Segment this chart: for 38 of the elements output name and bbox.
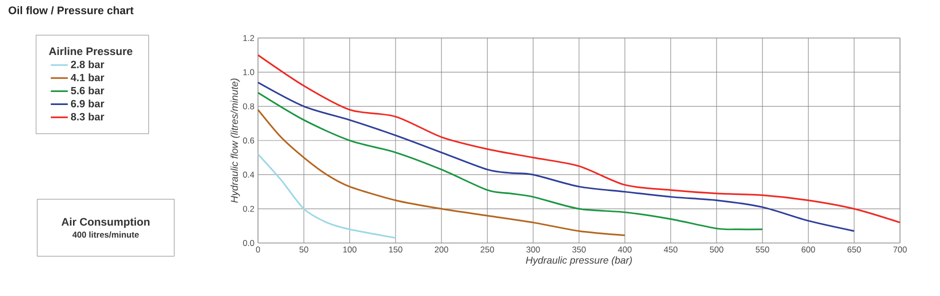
x-tick-label: 200 (434, 246, 448, 253)
text: Air Consumption (62, 218, 150, 228)
x-tick-label: 100 (343, 246, 356, 253)
x-tick-label: 500 (710, 246, 724, 253)
x-axis-title: Hydraulic pressure (bar) (526, 256, 632, 266)
y-tick-label: 1.2 (243, 35, 254, 41)
y-tick-label: 0.2 (243, 206, 254, 212)
x-tick-label: 350 (572, 246, 586, 253)
line-series (257, 153, 396, 239)
legend-label: 2.8 bar (70, 60, 104, 68)
x-tick-label: 150 (389, 246, 402, 253)
y-tick-label: 0.4 (243, 172, 254, 178)
text: 400 litres/minute (72, 231, 139, 238)
x-tick-label: 0 (256, 246, 260, 253)
x-tick-label: 600 (802, 246, 816, 253)
legend-title: Airline Pressure (48, 47, 132, 56)
text: Oil flow / Pressure chart (8, 6, 134, 14)
legend-label: 5.6 bar (70, 86, 104, 94)
x-tick-label: 300 (526, 246, 540, 253)
legend-label: 4.1 bar (70, 74, 104, 82)
x-tick-label: 650 (848, 246, 861, 253)
y-tick-label: 1.0 (243, 69, 254, 76)
x-tick-label: 400 (618, 246, 632, 253)
x-tick-label: 50 (300, 246, 308, 253)
x-tick-label: 550 (756, 246, 770, 253)
line-series (257, 54, 901, 224)
x-tick-label: 250 (480, 246, 494, 253)
line-series (257, 82, 855, 232)
legend-label: 6.9 bar (70, 100, 104, 108)
y-tick-label: 0.0 (243, 240, 254, 246)
x-tick-label: 700 (893, 246, 907, 253)
line-series (257, 108, 626, 236)
x-tick-label: 450 (664, 246, 678, 253)
legend-label: 8.3 bar (70, 112, 104, 120)
y-tick-label: 0.6 (243, 138, 254, 144)
y-tick-label: 0.8 (243, 103, 254, 110)
y-axis-title: Hydraulic flow (litres/minute) (230, 78, 240, 203)
line-series (257, 92, 764, 230)
